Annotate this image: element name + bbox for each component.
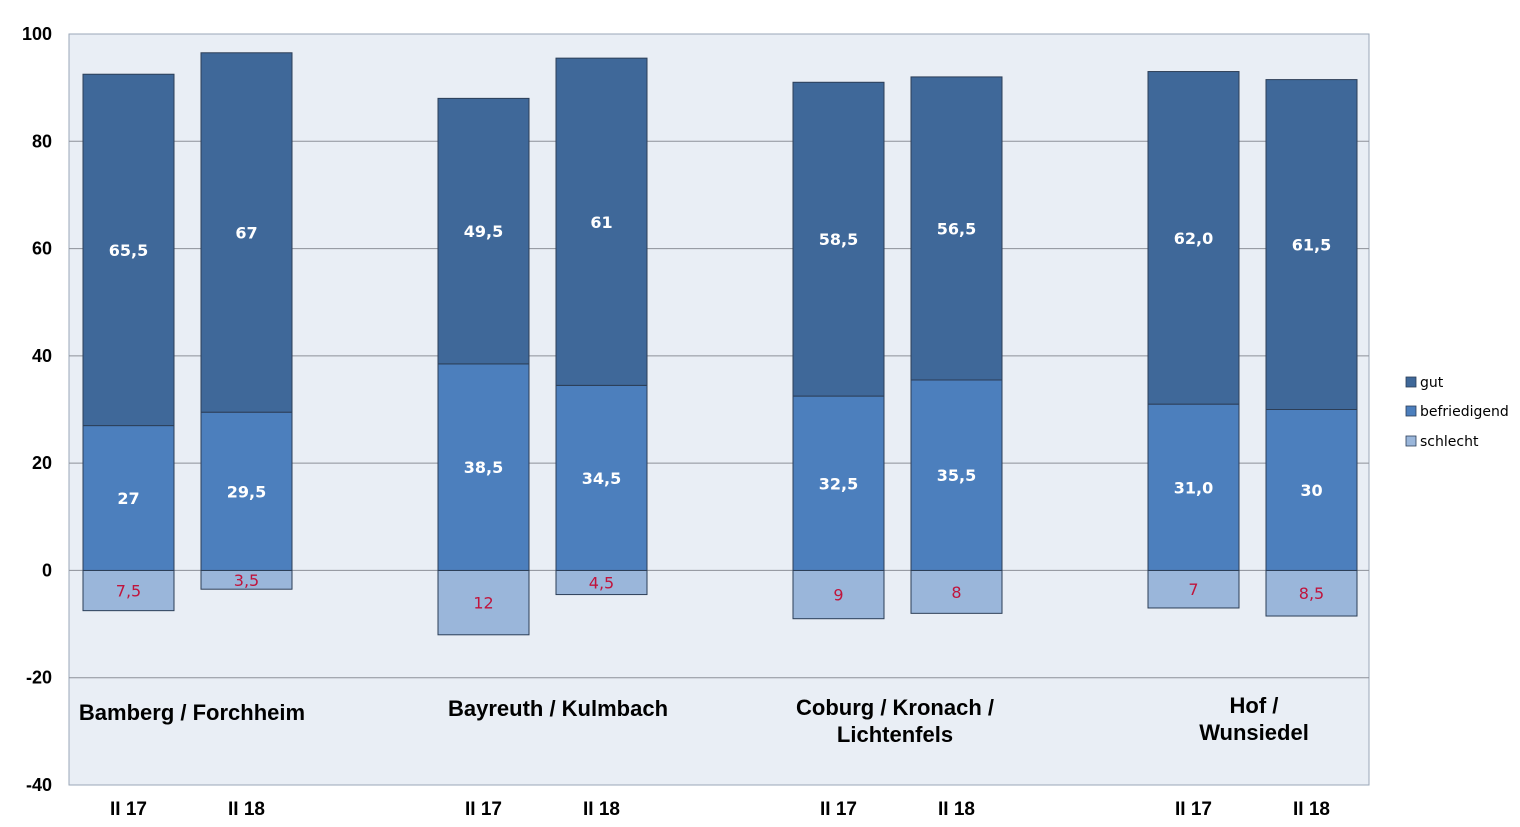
data-label-befriedigend: 31,0 bbox=[1174, 478, 1213, 497]
data-label-gut: 65,5 bbox=[109, 241, 148, 260]
bar-befriedigend bbox=[1147, 403, 1240, 571]
group-label-line: Hof / bbox=[1230, 693, 1279, 718]
data-label-schlecht: 12 bbox=[473, 594, 493, 613]
data-label-befriedigend: 32,5 bbox=[819, 474, 858, 493]
data-label-befriedigend: 30 bbox=[1300, 481, 1322, 500]
legend-label-befriedigend: befriedigend bbox=[1420, 404, 1509, 420]
data-labels: 65,5 27 7,5 67 29,5 3,5 49,5 38,5 12 61 34,5 4,5 58,… bbox=[109, 213, 1331, 613]
bar-gut bbox=[1147, 71, 1240, 405]
group-label-line: Bayreuth / Kulmbach bbox=[448, 696, 668, 721]
group-label: Bamberg / Forchheim bbox=[79, 700, 305, 725]
data-label-befriedigend: 38,5 bbox=[464, 458, 503, 477]
x-tick-label: II 17 bbox=[110, 799, 147, 820]
data-label-gut: 49,5 bbox=[464, 222, 503, 241]
legend-swatch-schlecht bbox=[1405, 435, 1417, 447]
bar-befriedigend bbox=[910, 379, 1003, 571]
x-tick-label: II 18 bbox=[228, 799, 265, 820]
bar-schlecht bbox=[1265, 569, 1358, 617]
x-tick-label: II 17 bbox=[1175, 799, 1212, 820]
bar-gut bbox=[792, 81, 885, 397]
data-label-befriedigend: 29,5 bbox=[227, 482, 266, 501]
bar-schlecht bbox=[82, 569, 175, 612]
data-label-gut: 56,5 bbox=[937, 219, 976, 238]
y-axis: 100 80 60 40 20 0 -20 -40 bbox=[22, 24, 52, 795]
group-labels: Bamberg / Forchheim Bayreuth / Kulmbach Co… bbox=[79, 693, 1309, 747]
y-tick-label: -20 bbox=[26, 668, 52, 688]
y-tick-label: 60 bbox=[32, 239, 52, 259]
bar-befriedigend bbox=[437, 363, 530, 571]
bar-schlecht bbox=[555, 569, 648, 596]
bar-befriedigend bbox=[792, 395, 885, 571]
data-label-schlecht: 4,5 bbox=[589, 573, 614, 592]
data-label-gut: 58,5 bbox=[819, 230, 858, 249]
bar-gut bbox=[910, 76, 1003, 381]
legend-swatch-befriedigend bbox=[1405, 405, 1417, 417]
group-label-line: Lichtenfels bbox=[837, 722, 953, 747]
data-label-schlecht: 7 bbox=[1188, 580, 1198, 599]
group-label: Bayreuth / Kulmbach bbox=[448, 696, 668, 721]
group-label: Coburg / Kronach / Lichtenfels bbox=[796, 695, 994, 747]
bar-gut bbox=[200, 52, 293, 413]
bar-befriedigend bbox=[82, 425, 175, 571]
bar-befriedigend bbox=[1265, 409, 1358, 571]
data-label-schlecht: 8 bbox=[951, 583, 961, 602]
bar-gut bbox=[437, 97, 530, 365]
bar-gut bbox=[555, 57, 648, 386]
y-tick-label: -40 bbox=[26, 775, 52, 795]
group-label: Hof / Wunsiedel bbox=[1199, 693, 1309, 745]
bars bbox=[82, 52, 1358, 636]
bar-befriedigend bbox=[200, 411, 293, 571]
bar-gut bbox=[82, 73, 175, 427]
data-label-befriedigend: 35,5 bbox=[937, 466, 976, 485]
bar-gut bbox=[1265, 79, 1358, 410]
x-axis: II 17 II 18 II 17 II 18 II 17 II 18 II 17 II 18 bbox=[110, 799, 1330, 820]
y-tick-label: 0 bbox=[42, 560, 52, 580]
x-tick-label: II 18 bbox=[1293, 799, 1330, 820]
data-label-gut: 61,5 bbox=[1292, 236, 1331, 255]
x-tick-label: II 18 bbox=[938, 799, 975, 820]
y-tick-label: 40 bbox=[32, 346, 52, 366]
data-label-schlecht: 7,5 bbox=[116, 582, 141, 601]
data-label-gut: 62,0 bbox=[1174, 229, 1213, 248]
x-tick-label: II 18 bbox=[583, 799, 620, 820]
data-label-schlecht: 3,5 bbox=[234, 571, 259, 590]
bar-schlecht bbox=[910, 569, 1003, 614]
x-tick-label: II 17 bbox=[465, 799, 502, 820]
data-label-gut: 61 bbox=[590, 213, 612, 232]
y-tick-label: 80 bbox=[32, 131, 52, 151]
group-label-line: Wunsiedel bbox=[1199, 720, 1309, 745]
data-label-schlecht: 8,5 bbox=[1299, 584, 1324, 603]
legend-label-schlecht: schlecht bbox=[1420, 434, 1479, 450]
group-label-line: Bamberg / Forchheim bbox=[79, 700, 305, 725]
data-label-befriedigend: 34,5 bbox=[582, 469, 621, 488]
y-tick-label: 100 bbox=[22, 24, 52, 44]
data-label-gut: 67 bbox=[235, 223, 257, 242]
x-tick-label: II 17 bbox=[820, 799, 857, 820]
y-tick-label: 20 bbox=[32, 453, 52, 473]
data-label-befriedigend: 27 bbox=[117, 489, 139, 508]
bar-schlecht bbox=[1147, 569, 1240, 609]
legend: gut befriedigend schlecht bbox=[1405, 375, 1509, 450]
data-label-schlecht: 9 bbox=[833, 586, 843, 605]
legend-label-gut: gut bbox=[1420, 375, 1444, 391]
group-label-line: Coburg / Kronach / bbox=[796, 695, 994, 720]
legend-swatch-gut bbox=[1405, 376, 1417, 388]
